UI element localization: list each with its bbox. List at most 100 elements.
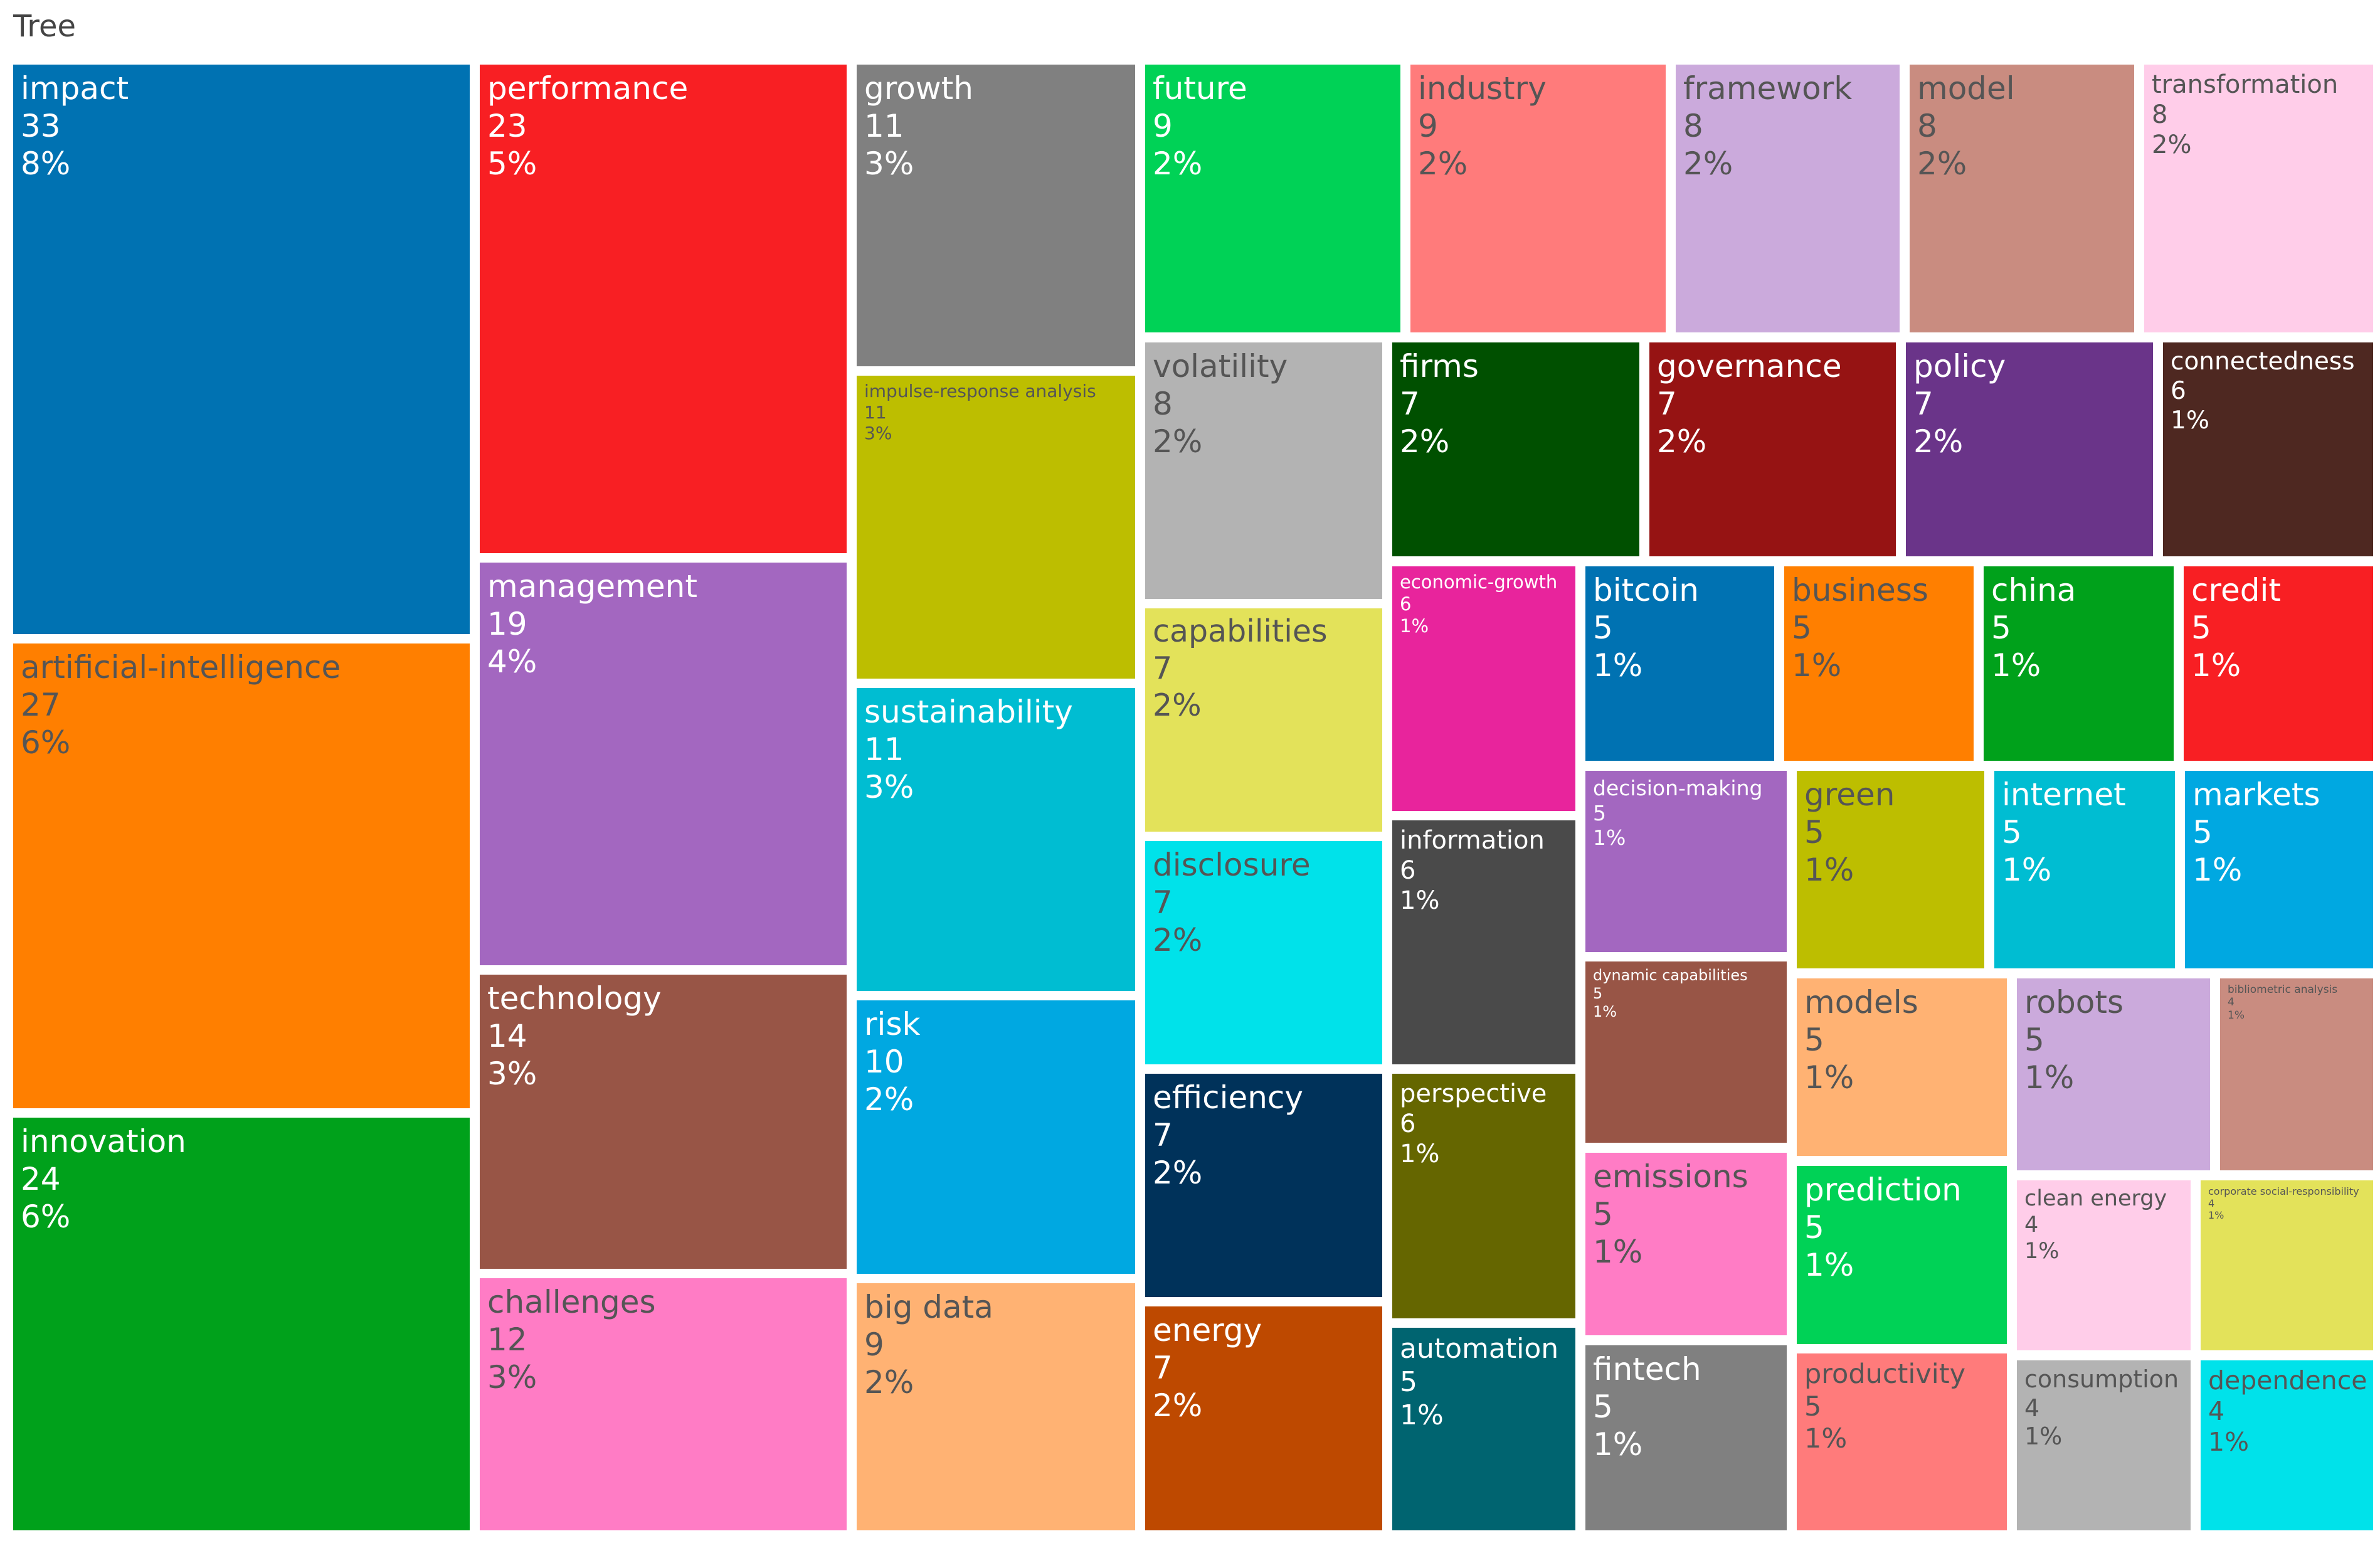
treemap-tile-prediction[interactable]: prediction 5 1% [1797, 1166, 2007, 1344]
tile-value: 4 [2024, 1212, 2039, 1237]
treemap-tile-emissions[interactable]: emissions 5 1% [1585, 1153, 1787, 1335]
treemap-tile-green[interactable]: green 5 1% [1797, 771, 1984, 968]
tile-percent: 1% [1593, 1234, 1643, 1270]
treemap-tile-consumption[interactable]: consumption 4 1% [2017, 1360, 2191, 1530]
treemap-tile-dynamic-capabilities[interactable]: dynamic capabilities 5 1% [1585, 961, 1787, 1143]
treemap-tile-risk[interactable]: risk 10 2% [857, 1000, 1135, 1274]
tile-label: energy [1153, 1312, 1262, 1348]
tile-percent: 1% [2191, 647, 2241, 684]
treemap-tile-internet[interactable]: internet 5 1% [1994, 771, 2175, 968]
tile-percent: 1% [1400, 886, 1440, 915]
tile-percent: 1% [2208, 1209, 2224, 1222]
tile-label: artificial-intelligence [21, 649, 341, 686]
tile-label: governance [1657, 348, 1842, 384]
tile-label: impulse-response analysis [864, 381, 1096, 401]
treemap-tile-growth[interactable]: growth 11 3% [857, 65, 1135, 366]
treemap-tile-governance[interactable]: governance 7 2% [1649, 342, 1896, 556]
tile-label: economic-growth [1400, 571, 1558, 593]
treemap-tile-impulse-response-analysis[interactable]: impulse-response analysis 11 3% [857, 376, 1135, 679]
tile-value: 14 [487, 1018, 527, 1054]
tile-label: robots [2024, 984, 2124, 1020]
tile-value: 5 [2024, 1022, 2044, 1058]
tile-percent: 1% [1792, 647, 1842, 684]
tile-percent: 2% [1153, 1155, 1203, 1191]
treemap-tile-business[interactable]: business 5 1% [1784, 566, 1974, 761]
tile-percent: 3% [864, 423, 892, 444]
tile-percent: 2% [864, 1081, 914, 1118]
tile-label: volatility [1153, 348, 1288, 384]
tile-value: 11 [864, 401, 887, 423]
treemap-tile-credit[interactable]: credit 5 1% [2184, 566, 2373, 761]
treemap-tile-corporate-social-responsibility[interactable]: corporate social-responsibility 4 1% [2201, 1180, 2373, 1350]
tile-value: 5 [1593, 800, 1606, 825]
tile-value: 8 [2152, 100, 2168, 129]
treemap-tile-challenges[interactable]: challenges 12 3% [480, 1278, 847, 1530]
treemap-tile-disclosure[interactable]: disclosure 7 2% [1145, 841, 1382, 1064]
tile-value: 19 [487, 606, 527, 642]
treemap-tile-models[interactable]: models 5 1% [1797, 978, 2007, 1156]
treemap-tile-perspective[interactable]: perspective 6 1% [1392, 1074, 1575, 1318]
treemap-tile-energy[interactable]: energy 7 2% [1145, 1306, 1382, 1530]
treemap-tile-productivity[interactable]: productivity 5 1% [1797, 1353, 2007, 1530]
tile-label: connectedness [2171, 347, 2355, 376]
tile-percent: 2% [1657, 423, 1707, 460]
treemap-tile-management[interactable]: management 19 4% [480, 563, 847, 965]
treemap-tile-performance[interactable]: performance 23 5% [480, 65, 847, 553]
treemap-tile-decision-making[interactable]: decision-making 5 1% [1585, 771, 1787, 952]
treemap-tile-economic-growth[interactable]: economic-growth 6 1% [1392, 566, 1575, 811]
tile-label: impact [21, 70, 129, 107]
tile-value: 5 [1804, 814, 1824, 850]
treemap-tile-capabilities[interactable]: capabilities 7 2% [1145, 608, 1382, 832]
treemap-tile-big-data[interactable]: big data 9 2% [857, 1283, 1135, 1530]
treemap-tile-innovation[interactable]: innovation 24 6% [13, 1118, 470, 1530]
treemap-tile-volatility[interactable]: volatility 8 2% [1145, 342, 1382, 599]
treemap-tile-information[interactable]: information 6 1% [1392, 820, 1575, 1064]
treemap-tile-firms[interactable]: firms 7 2% [1392, 342, 1639, 556]
tile-value: 7 [1153, 1117, 1173, 1153]
treemap-tile-impact[interactable]: impact 33 8% [13, 65, 470, 634]
treemap-tile-bibliometric-analysis[interactable]: bibliometric analysis 4 1% [2220, 978, 2373, 1170]
tile-label: clean energy [2024, 1186, 2167, 1211]
treemap-tile-connectedness[interactable]: connectedness 6 1% [2163, 342, 2373, 556]
tile-percent: 1% [1804, 1423, 1848, 1455]
tile-percent: 1% [2002, 852, 2052, 888]
tile-value: 9 [1418, 108, 1438, 144]
treemap-tile-policy[interactable]: policy 7 2% [1906, 342, 2153, 556]
tile-percent: 5% [487, 146, 537, 182]
treemap-tile-artificial-intelligence[interactable]: artificial-intelligence 27 6% [13, 643, 470, 1108]
treemap-tile-bitcoin[interactable]: bitcoin 5 1% [1585, 566, 1774, 761]
treemap-tile-sustainability[interactable]: sustainability 11 3% [857, 688, 1135, 991]
tile-percent: 1% [1593, 1002, 1617, 1020]
treemap-tile-markets[interactable]: markets 5 1% [2185, 771, 2373, 968]
treemap-tile-industry[interactable]: industry 9 2% [1410, 65, 1666, 332]
tile-value: 7 [1153, 1350, 1173, 1386]
tile-percent: 1% [2208, 1427, 2250, 1458]
tile-label: policy [1913, 348, 2006, 384]
tile-label: model [1917, 70, 2015, 107]
treemap-tile-automation[interactable]: automation 5 1% [1392, 1328, 1575, 1530]
tile-value: 6 [1400, 1109, 1416, 1138]
treemap-tile-technology[interactable]: technology 14 3% [480, 975, 847, 1269]
tile-label: models [1804, 984, 1918, 1020]
treemap-tile-future[interactable]: future 9 2% [1145, 65, 1400, 332]
tile-value: 5 [2192, 814, 2213, 850]
tile-value: 7 [1657, 386, 1677, 422]
tile-value: 5 [1792, 610, 1812, 646]
tile-label: productivity [1804, 1358, 1966, 1390]
tile-label: framework [1683, 70, 1853, 107]
treemap-tile-fintech[interactable]: fintech 5 1% [1585, 1345, 1787, 1530]
treemap-tile-efficiency[interactable]: efficiency 7 2% [1145, 1074, 1382, 1297]
treemap-tile-framework[interactable]: framework 8 2% [1676, 65, 1900, 332]
treemap-tile-robots[interactable]: robots 5 1% [2017, 978, 2210, 1170]
chart-title: Tree [13, 9, 77, 44]
tile-label: industry [1418, 70, 1547, 107]
treemap-tile-transformation[interactable]: transformation 8 2% [2144, 65, 2373, 332]
tile-label: emissions [1593, 1158, 1748, 1195]
treemap-tile-china[interactable]: china 5 1% [1984, 566, 2174, 761]
treemap-tile-dependence[interactable]: dependence 4 1% [2201, 1360, 2373, 1530]
treemap-tile-clean-energy[interactable]: clean energy 4 1% [2017, 1180, 2191, 1350]
tile-value: 5 [1804, 1209, 1824, 1246]
tile-value: 11 [864, 108, 904, 144]
treemap-tile-model[interactable]: model 8 2% [1910, 65, 2134, 332]
tile-percent: 1% [1593, 825, 1626, 850]
